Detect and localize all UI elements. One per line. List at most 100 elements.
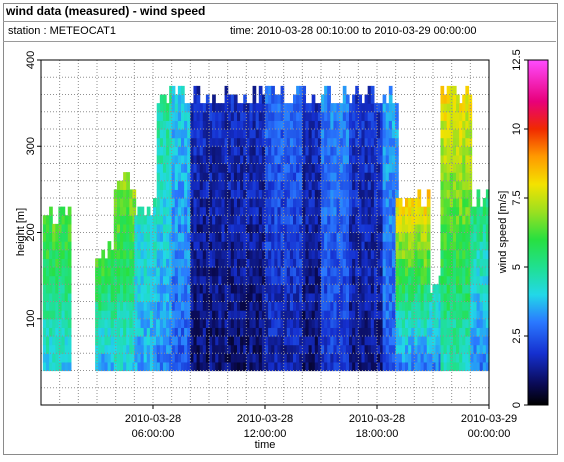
heatmap-cell (345, 180, 350, 190)
heatmap-cell (476, 198, 481, 208)
heatmap-cell (190, 318, 195, 328)
heatmap-cell (162, 258, 167, 268)
heatmap-cell (305, 223, 310, 234)
heatmap-cell (308, 137, 313, 147)
heatmap-cell (355, 111, 359, 121)
heatmap-cell (45, 284, 50, 294)
heatmap-cell (249, 129, 254, 139)
heatmap-cell (370, 361, 375, 372)
heatmap-cell (446, 275, 451, 285)
heatmap-cell (352, 111, 356, 121)
y-tick-label: 400 (25, 51, 37, 69)
heatmap-cell (452, 146, 457, 156)
heatmap-cell (355, 292, 359, 303)
heatmap-cell (237, 327, 241, 337)
heatmap-cell (137, 310, 142, 320)
heatmap-cell (240, 111, 244, 121)
heatmap-cell (302, 154, 307, 165)
heatmap-cell (233, 284, 238, 294)
heatmap-cell (468, 189, 473, 199)
heatmap-cell (184, 353, 188, 363)
heatmap-cell (255, 344, 260, 354)
heatmap-cell (243, 129, 247, 139)
heatmap-cell (355, 275, 359, 285)
heatmap-cell (169, 198, 173, 208)
heatmap-cell (104, 344, 109, 354)
heatmap-cell (293, 146, 297, 156)
heatmap-cell (388, 361, 393, 372)
heatmap-cell (299, 301, 303, 311)
heatmap-cell (330, 111, 335, 121)
heatmap-cell (361, 206, 366, 216)
heatmap-cell (385, 223, 390, 234)
heatmap-cell (202, 258, 207, 268)
heatmap-cell (49, 318, 53, 328)
heatmap-cell (327, 103, 331, 113)
heatmap-cell (443, 215, 448, 225)
heatmap-cell (221, 353, 226, 363)
heatmap-cell (162, 129, 167, 139)
heatmap-cell (265, 85, 269, 96)
heatmap-cell (166, 275, 170, 285)
heatmap-cell (202, 310, 207, 320)
heatmap-cell (162, 103, 167, 113)
heatmap-cell (476, 232, 481, 242)
heatmap-cell (426, 189, 431, 199)
heatmap-cell (296, 258, 300, 268)
heatmap-cell (395, 336, 400, 346)
heatmap-cell (317, 249, 322, 259)
heatmap-cell (446, 249, 451, 259)
heatmap-cell (440, 258, 445, 268)
heatmap-cell (252, 137, 257, 147)
heatmap-cell (345, 223, 350, 234)
heatmap-cell (181, 172, 185, 182)
heatmap-cell (184, 344, 188, 354)
heatmap-cell (58, 241, 63, 251)
heatmap-cell (209, 163, 213, 173)
heatmap-cell (196, 344, 201, 354)
heatmap-cell (258, 301, 263, 311)
heatmap-cell (224, 189, 229, 199)
heatmap-cell (462, 137, 466, 147)
heatmap-cell (438, 275, 443, 285)
heatmap-cell (476, 189, 481, 199)
heatmap-cell (388, 258, 393, 268)
heatmap-cell (385, 344, 390, 354)
heatmap-cell (67, 249, 72, 259)
heatmap-cell (333, 344, 338, 354)
heatmap-cell (382, 336, 387, 346)
heatmap-cell (405, 344, 409, 354)
heatmap-cell (162, 215, 167, 225)
heatmap-cell (314, 336, 319, 346)
heatmap-cell (140, 284, 145, 294)
heatmap-cell (345, 120, 350, 130)
heatmap-cell (101, 344, 106, 354)
heatmap-cell (330, 336, 335, 346)
heatmap-cell (462, 249, 466, 259)
heatmap-cell (305, 232, 310, 242)
heatmap-cell (289, 172, 294, 182)
heatmap-cell (342, 146, 347, 156)
heatmap-cell (193, 275, 198, 285)
heatmap-cell (286, 146, 291, 156)
heatmap-cell (205, 189, 210, 199)
heatmap-cell (174, 267, 179, 277)
heatmap-cell (438, 301, 443, 311)
heatmap-cell (364, 129, 369, 139)
heatmap-cell (446, 318, 451, 328)
heatmap-cell (324, 353, 328, 363)
heatmap-cell (358, 103, 363, 113)
heatmap-cell (420, 327, 425, 337)
heatmap-cell (311, 198, 316, 208)
heatmap-cell (459, 129, 463, 139)
heatmap-cell (265, 284, 269, 294)
heatmap-cell (476, 249, 481, 259)
heatmap-cell (443, 275, 448, 285)
heatmap-cell (193, 103, 198, 113)
heatmap-cell (221, 154, 226, 165)
heatmap-cell (382, 275, 387, 285)
heatmap-cell (184, 232, 188, 242)
heatmap-cell (221, 172, 226, 182)
heatmap-cell (456, 275, 460, 285)
heatmap-cell (268, 172, 272, 182)
